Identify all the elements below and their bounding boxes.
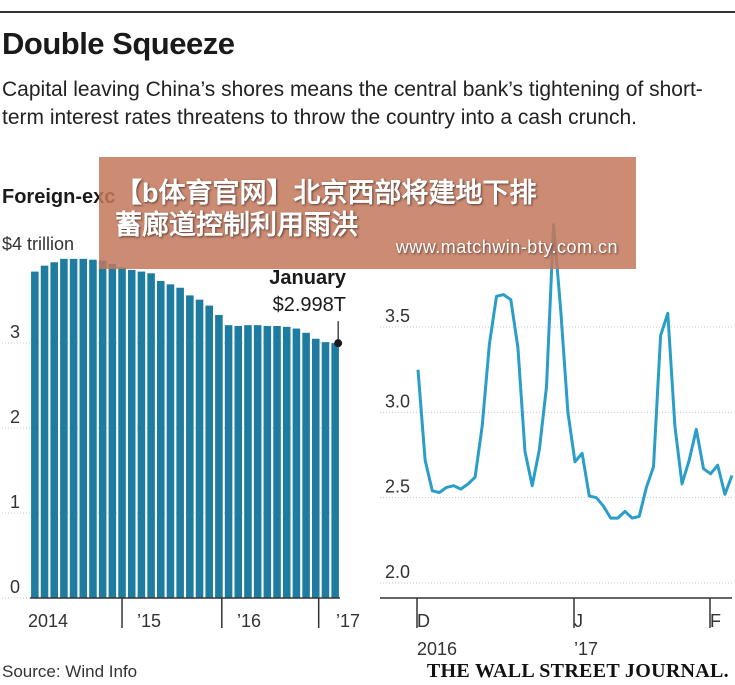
left-unit-label: $4 trillion	[2, 234, 74, 254]
reserve-bar	[31, 271, 39, 598]
reserve-bar	[166, 284, 175, 598]
left-y-tick-label: 2	[10, 407, 20, 427]
reserve-bar	[186, 295, 194, 598]
reserve-bar	[253, 325, 262, 598]
reserve-bar	[215, 314, 223, 598]
reserve-bar	[302, 332, 310, 598]
left-chart-title: Foreign-exc	[2, 186, 116, 208]
reserve-bar	[331, 343, 339, 598]
left-x-tick-label: ’17	[336, 611, 360, 631]
right-y-tick-label: 2.5	[385, 477, 410, 497]
page-subtitle: Capital leaving China’s shores means the…	[2, 78, 703, 129]
reserve-bar	[98, 260, 107, 598]
right-x-tick-label: J	[574, 611, 583, 631]
left-x-tick-label: 2014	[28, 611, 68, 631]
reserve-bar	[273, 326, 281, 598]
watermark-banner: 【b体育官网】北京西部将建地下排 蓄廊道控制利用雨洪 www.matchwin-…	[99, 157, 636, 269]
reserve-bar	[292, 328, 301, 598]
reserve-bar	[147, 273, 155, 598]
reserve-bar	[69, 258, 78, 598]
annotation-label: January	[269, 267, 347, 289]
right-x-year-label: 2016	[417, 639, 457, 659]
reserve-bar	[282, 326, 291, 598]
right-x-year-label: ’17	[574, 639, 598, 659]
reserve-bar	[195, 299, 204, 598]
right-y-tick-label: 3.5	[385, 306, 410, 326]
annotation-marker	[334, 339, 343, 348]
reserve-bar	[157, 280, 165, 598]
reserve-bar	[40, 265, 49, 598]
reserve-bar	[205, 305, 213, 598]
reserve-bar	[176, 287, 184, 598]
reserve-bar	[263, 326, 272, 598]
reserve-bar	[244, 325, 252, 598]
reserve-bar	[89, 259, 97, 598]
left-x-tick-label: ’15	[137, 611, 161, 631]
reserve-bar	[321, 342, 330, 598]
annotation-value: $2.998T	[273, 294, 346, 316]
reserve-bar	[234, 326, 243, 598]
top-rule	[0, 11, 735, 13]
watermark-line-1: 【b体育官网】北京西部将建地下排	[115, 178, 537, 208]
right-x-tick-label: F	[710, 611, 721, 631]
right-y-tick-label: 3.0	[385, 391, 410, 411]
rate-series-line	[416, 223, 734, 520]
publisher-logo: THE WALL STREET JOURNAL.	[426, 660, 729, 682]
reserve-bar	[137, 271, 146, 598]
left-y-tick-label: 0	[10, 577, 20, 597]
left-y-tick-label: 1	[10, 492, 20, 512]
watermark-url: www.matchwin-bty.com.cn	[395, 237, 618, 257]
reserve-bar	[50, 262, 58, 598]
reserve-bar	[108, 263, 117, 598]
page-title: Double Squeeze	[2, 26, 235, 61]
source-note: Source: Wind Info	[2, 662, 138, 681]
reserve-bar	[224, 325, 233, 598]
left-x-tick-label: ’16	[237, 611, 261, 631]
reserve-bar	[79, 258, 88, 598]
left-y-tick-label: 3	[10, 322, 20, 342]
reserve-bar	[312, 338, 320, 598]
reserve-bar	[118, 267, 126, 598]
reserve-bar	[60, 258, 68, 598]
right-y-tick-label: 2.0	[385, 562, 410, 582]
right-x-tick-label: D	[417, 611, 430, 631]
watermark-line-2: 蓄廊道控制利用雨洪	[115, 210, 358, 240]
reserve-bar	[127, 269, 136, 598]
